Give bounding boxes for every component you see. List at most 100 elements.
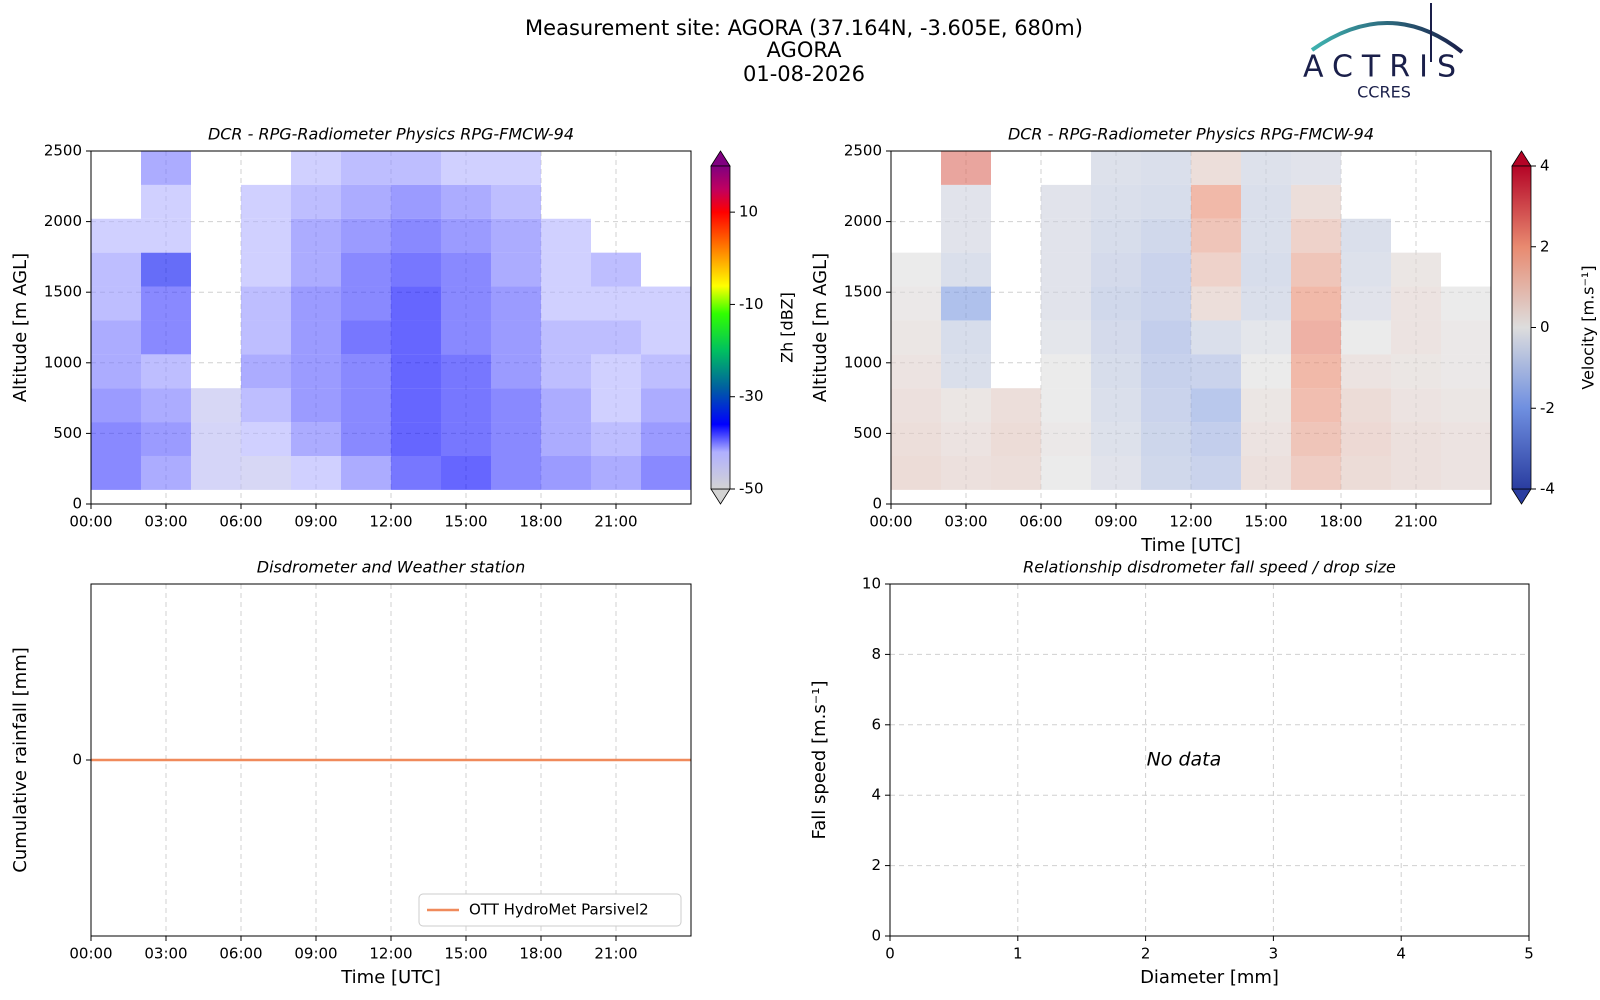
heatmap-cell <box>341 422 391 456</box>
heatmap-cell <box>141 455 191 490</box>
colorbar-tick-label: 0 <box>1540 318 1550 336</box>
heatmap-cell <box>591 320 641 355</box>
heatmap-cell <box>1091 151 1141 185</box>
heatmap-cell <box>1391 286 1441 321</box>
y-tick-label: 1000 <box>844 353 882 371</box>
heatmap-cell <box>1191 286 1241 321</box>
logo-subtext: CCRES <box>1357 83 1411 102</box>
colorbar-tick-label: -30 <box>739 387 764 405</box>
y-tick-label: 8 <box>871 645 881 663</box>
chart-title: DCR - RPG-Radiometer Physics RPG-FMCW-94 <box>1008 125 1374 144</box>
heatmap-cell <box>1041 354 1091 389</box>
heatmap-cell <box>1291 286 1341 321</box>
heatmap-cell <box>391 286 441 321</box>
heatmap-cell <box>591 286 641 321</box>
heatmap-cell <box>1241 286 1291 321</box>
heatmap-cell <box>341 354 391 389</box>
heatmap-cell <box>191 422 241 456</box>
heatmap-cell <box>641 455 691 490</box>
heatmap-cell <box>91 218 141 253</box>
heatmap-cell <box>891 455 941 490</box>
heatmap-cell <box>541 455 591 490</box>
colorbar-extend <box>710 488 731 505</box>
heatmap-cell <box>241 354 291 389</box>
heatmap-cell <box>991 455 1041 490</box>
heatmap-cell <box>1341 286 1391 321</box>
heatmap-cell <box>141 184 191 219</box>
axes-frame <box>889 583 1530 937</box>
heatmap-cell <box>441 218 491 253</box>
heatmap-cell <box>941 286 991 321</box>
heatmap-cell <box>491 184 541 219</box>
x-tick-label: 03:00 <box>144 513 187 531</box>
heatmap-cell <box>291 286 341 321</box>
heatmap-cell <box>1141 252 1191 287</box>
heatmap-cell <box>91 354 141 389</box>
heatmap-cell <box>1441 422 1491 456</box>
heatmap-cell <box>1141 151 1191 185</box>
heatmap-cell <box>1041 455 1091 490</box>
heatmap-cell <box>1241 354 1291 389</box>
heatmap-cell <box>441 422 491 456</box>
heatmap-cell <box>1341 252 1391 287</box>
heatmap-cell <box>991 388 1041 423</box>
heatmap-cell <box>141 151 191 185</box>
colorbar-tick-label: -50 <box>739 480 764 498</box>
heatmap-cell <box>441 151 491 185</box>
heatmap-cell <box>391 218 441 253</box>
x-axis-label: Diameter [mm] <box>1140 967 1279 988</box>
colorbar-label: Zh [dBZ] <box>778 292 797 363</box>
x-tick-label: 12:00 <box>1169 513 1212 531</box>
y-tick-label: 10 <box>862 575 881 593</box>
heatmap-cell <box>1241 184 1291 219</box>
heatmap-cell <box>1341 422 1391 456</box>
colorbar-tick-label: 10 <box>739 203 758 221</box>
y-tick-label: 0 <box>872 495 882 513</box>
heatmap-cell <box>291 388 341 423</box>
x-tick-label: 1 <box>1013 945 1023 963</box>
heatmap-cell <box>491 252 541 287</box>
heatmap-cell <box>1091 252 1141 287</box>
logo-arc <box>1310 21 1464 54</box>
axes-frame <box>90 150 692 505</box>
heatmap-cell <box>891 286 941 321</box>
heatmap-cell <box>591 388 641 423</box>
x-tick-label: 15:00 <box>444 945 487 963</box>
heatmap-cell <box>291 184 341 219</box>
heatmap-cell <box>1191 218 1241 253</box>
x-tick-label: 21:00 <box>1394 513 1437 531</box>
x-tick-label: 18:00 <box>519 945 562 963</box>
x-tick-label: 09:00 <box>1094 513 1137 531</box>
heatmap-cell <box>1191 252 1241 287</box>
heatmap-cell <box>491 151 541 185</box>
heatmap-cell <box>1241 252 1291 287</box>
x-tick-label: 3 <box>1269 945 1279 963</box>
heatmap-cell <box>441 184 491 219</box>
heatmap-cell <box>1291 218 1341 253</box>
heatmap-cell <box>441 286 491 321</box>
heatmap-cell <box>241 455 291 490</box>
heatmap-cell <box>1241 218 1291 253</box>
x-tick-label: 21:00 <box>594 945 637 963</box>
y-tick-label: 1500 <box>44 283 82 301</box>
y-tick-label: 2000 <box>844 212 882 230</box>
heatmap-cell <box>391 320 441 355</box>
heatmap-cell <box>1141 218 1191 253</box>
heatmap-cell <box>491 388 541 423</box>
heatmap-cell <box>141 252 191 287</box>
heatmap-cell <box>1191 320 1241 355</box>
heatmap-cell <box>441 354 491 389</box>
heatmap-cell <box>1141 422 1191 456</box>
heatmap-cell <box>241 320 291 355</box>
heatmap-cell <box>291 354 341 389</box>
heatmap-cell <box>941 252 991 287</box>
heatmap-cell <box>991 422 1041 456</box>
heatmap-cell <box>241 252 291 287</box>
heatmap-cell <box>1341 218 1391 253</box>
heatmap-cell <box>1141 354 1191 389</box>
heatmap-cell <box>641 354 691 389</box>
heatmap-cell <box>491 455 541 490</box>
y-axis-label: Altitude [m AGL] <box>10 253 31 402</box>
y-axis-label: Altitude [m AGL] <box>810 253 831 402</box>
heatmap-cell <box>341 151 391 185</box>
